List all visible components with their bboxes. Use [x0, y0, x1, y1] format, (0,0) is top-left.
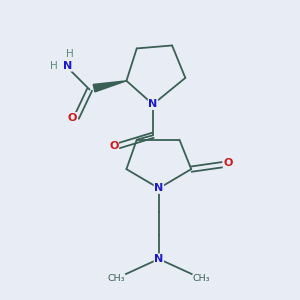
Polygon shape	[93, 81, 126, 92]
Text: H: H	[66, 49, 74, 59]
Text: CH₃: CH₃	[107, 274, 125, 283]
Text: CH₃: CH₃	[193, 274, 210, 283]
Text: N: N	[154, 254, 164, 264]
Text: O: O	[109, 141, 119, 151]
Text: N: N	[63, 61, 72, 71]
Text: N: N	[154, 183, 164, 193]
Text: H: H	[50, 61, 58, 71]
Text: O: O	[67, 112, 77, 123]
Text: N: N	[148, 99, 158, 110]
Text: O: O	[223, 158, 233, 168]
